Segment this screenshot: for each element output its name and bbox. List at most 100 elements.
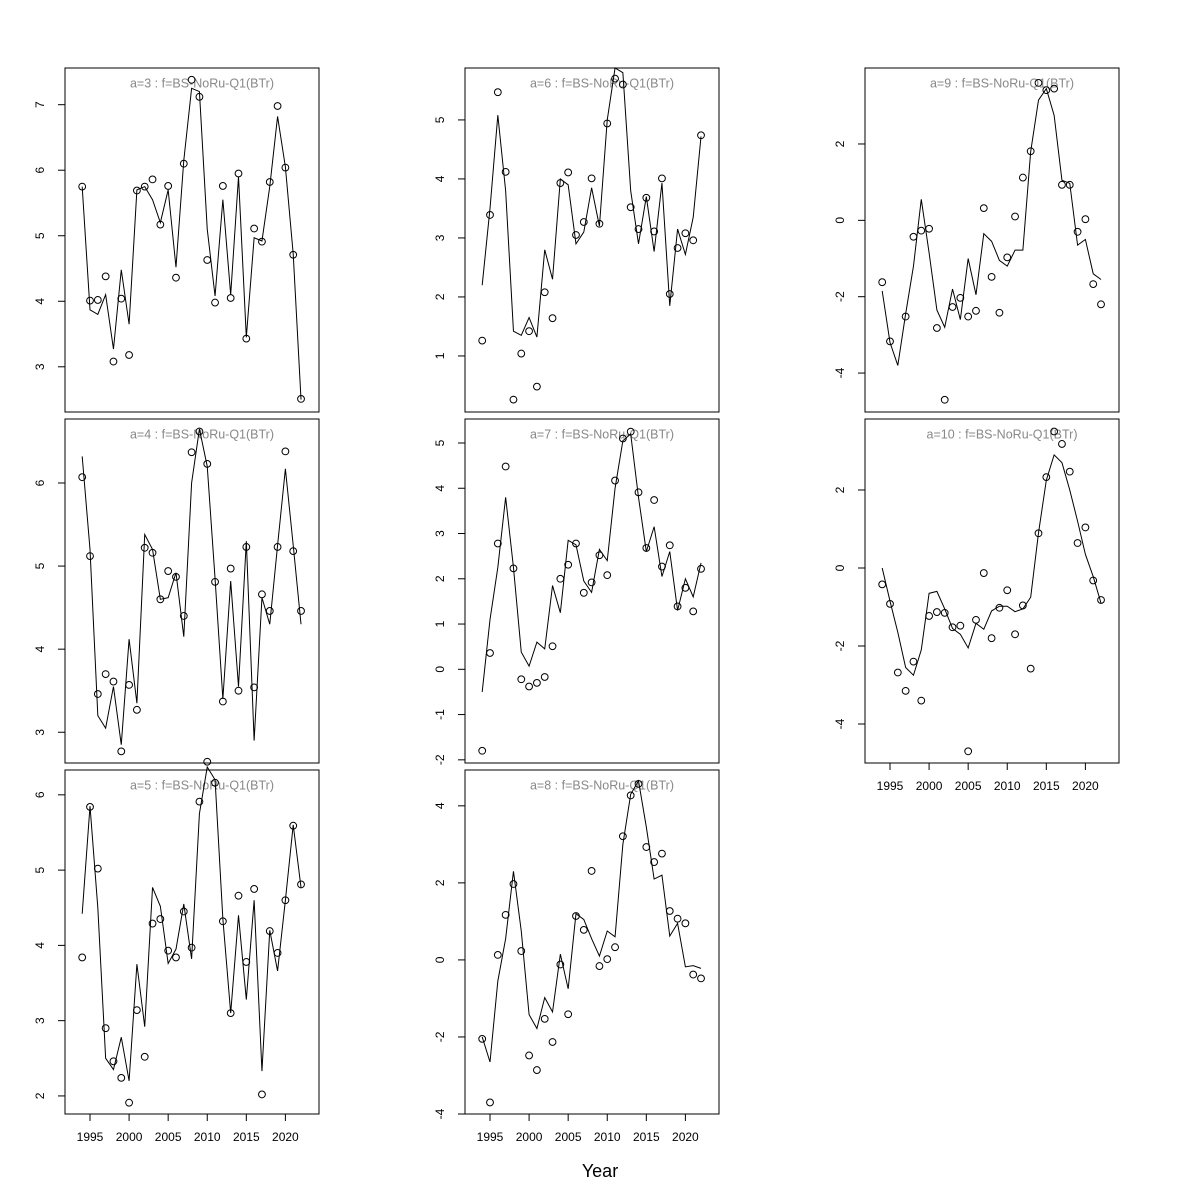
data-point [1073,539,1082,547]
data-point [1065,467,1074,476]
data-point [203,757,212,766]
y-tick-label: 5 [33,232,47,239]
data-point [650,496,659,504]
x-tick-label: 2020 [272,1130,299,1144]
data-point [681,919,690,928]
data-point [273,102,282,110]
data-point [650,858,659,866]
data-point [156,595,165,604]
data-point [1018,173,1027,182]
data-point [533,1066,541,1074]
data-point [1081,523,1090,532]
fitted-line [481,67,702,338]
panel-frame [864,67,1120,413]
x-tick-label: 2000 [516,1130,543,1144]
data-point [179,612,188,620]
panel-frame [464,67,720,413]
data-point [618,80,627,89]
data-point [1011,630,1019,639]
data-point [548,642,557,651]
y-tick-label: 3 [33,1017,47,1024]
data-point [603,571,612,580]
data-point [893,668,902,677]
data-point [172,953,180,962]
data-point [109,357,118,366]
x-tick-label: 2000 [916,779,943,793]
data-point [486,1098,494,1107]
data-point [917,696,926,705]
x-tick-label: 2015 [233,1130,260,1144]
data-point [634,225,643,233]
y-tick-label: -2 [833,640,847,651]
y-tick-label: 5 [433,116,447,123]
data-point [564,168,573,177]
data-point [1026,664,1035,673]
data-point [187,75,196,84]
y-tick-label: 7 [33,101,47,108]
data-point [93,690,102,698]
y-tick-label: -4 [833,367,847,378]
y-tick-label: 6 [33,167,47,174]
data-point [689,607,698,616]
panel-title: a=5 : f=BS-NoRu-Q1(BTr) [130,778,274,792]
data-point [517,349,526,358]
y-tick-label: 3 [433,530,447,537]
x-axis-label: Year [582,1161,618,1181]
y-tick-label: 6 [33,791,47,798]
data-point [697,564,705,573]
y-tick-label: 3 [33,729,47,736]
data-point [940,395,949,404]
data-point [211,298,219,307]
data-point [226,564,235,573]
data-point [1050,427,1059,436]
data-point [658,849,666,858]
data-point [909,657,918,666]
y-tick-label: 4 [33,942,47,949]
data-point [673,244,682,252]
data-point [125,1098,133,1107]
y-tick-label: 0 [433,666,447,673]
data-point [587,867,596,875]
data-point [117,747,126,756]
y-tick-label: 5 [33,866,47,873]
data-point [995,308,1004,317]
data-point [93,296,102,304]
panel-frame [464,418,720,764]
x-tick-label: 2005 [155,1130,182,1144]
data-point [1058,180,1066,189]
x-tick-label: 2000 [116,1130,143,1144]
data-point [587,174,596,183]
data-point [579,925,588,934]
data-point [218,182,227,190]
y-tick-label: -2 [833,291,847,302]
data-point [1065,180,1074,189]
panel-title: a=9 : f=BS-NoRu-Q1(BTr) [930,76,1074,90]
data-point [148,919,157,928]
fitted-line [881,453,1102,677]
data-point [517,947,526,955]
data-point [878,278,887,287]
data-point [673,914,682,923]
data-point [1042,86,1051,95]
data-point [979,204,988,213]
data-point [179,907,188,916]
fitted-line [481,779,702,1063]
y-tick-label: 2 [833,140,847,147]
fitted-line [481,432,702,692]
x-tick-label: 2020 [1072,779,1099,793]
x-tick-label: 2015 [1033,779,1060,793]
y-tick-label: 5 [433,439,447,446]
data-point [172,273,180,282]
data-point [964,747,973,756]
y-tick-label: 1 [433,352,447,359]
y-tick-label: 6 [33,479,47,486]
y-tick-label: -2 [433,1031,447,1042]
y-tick-label: 2 [33,1092,47,1099]
data-point [234,686,243,695]
data-point [572,231,580,239]
data-point [886,337,894,346]
x-tick-label: 1995 [877,779,904,793]
data-point [78,953,87,962]
data-point [478,1034,487,1043]
